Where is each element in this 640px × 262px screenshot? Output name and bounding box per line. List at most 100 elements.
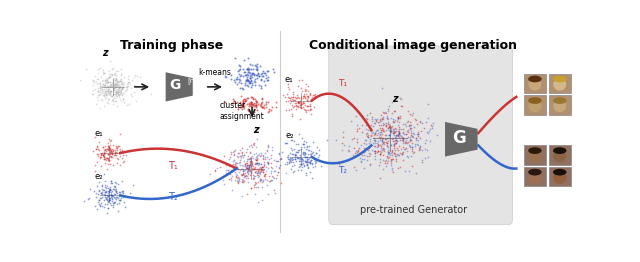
Point	[237, 151, 248, 155]
Point	[253, 180, 263, 184]
Point	[129, 83, 139, 88]
Point	[373, 139, 383, 143]
Point	[236, 64, 246, 68]
Point	[405, 144, 415, 148]
Point	[126, 92, 136, 97]
Point	[107, 98, 117, 102]
Point	[230, 170, 241, 174]
Point	[376, 128, 386, 132]
Point	[243, 68, 253, 72]
Point	[100, 83, 111, 87]
Point	[276, 156, 286, 160]
Point	[101, 92, 111, 96]
Point	[310, 92, 320, 96]
Point	[379, 149, 389, 153]
Point	[299, 107, 309, 111]
Point	[238, 67, 248, 71]
Point	[237, 179, 248, 183]
Point	[111, 187, 122, 191]
Point	[252, 161, 262, 166]
Point	[413, 130, 423, 134]
Point	[300, 86, 310, 91]
Point	[394, 144, 404, 148]
Point	[237, 99, 248, 103]
Point	[239, 99, 250, 103]
Point	[371, 118, 381, 122]
Point	[396, 97, 406, 101]
Point	[351, 149, 361, 154]
Point	[103, 200, 113, 204]
Point	[259, 178, 269, 182]
Point	[95, 90, 106, 94]
Point	[93, 93, 103, 97]
Point	[92, 147, 102, 151]
Point	[102, 195, 112, 199]
Point	[307, 162, 317, 166]
Point	[344, 144, 354, 148]
Point	[109, 192, 119, 196]
Point	[406, 133, 416, 137]
Point	[404, 123, 415, 127]
Point	[103, 101, 113, 105]
Point	[118, 85, 128, 89]
Point	[101, 156, 111, 160]
Point	[112, 103, 122, 108]
Point	[250, 165, 260, 169]
Point	[303, 103, 313, 108]
Point	[300, 94, 310, 98]
Point	[119, 75, 129, 79]
Point	[100, 96, 111, 100]
Point	[252, 154, 262, 158]
Point	[239, 104, 249, 108]
Point	[103, 186, 113, 190]
Point	[243, 70, 253, 74]
Point	[263, 110, 273, 114]
Point	[95, 155, 106, 159]
Point	[102, 206, 113, 210]
Point	[266, 108, 276, 112]
Point	[239, 168, 249, 172]
Point	[263, 75, 273, 79]
Point	[102, 89, 113, 93]
Point	[308, 150, 318, 154]
Point	[386, 143, 396, 147]
Text: k-means: k-means	[198, 68, 231, 77]
Bar	[549, 95, 571, 114]
Point	[322, 138, 332, 142]
Point	[255, 177, 266, 181]
Point	[396, 133, 406, 138]
Point	[408, 131, 418, 135]
Point	[296, 101, 306, 105]
Point	[112, 83, 122, 87]
Point	[236, 194, 246, 198]
Point	[106, 190, 116, 194]
Point	[266, 161, 276, 165]
Point	[250, 167, 260, 171]
Point	[229, 166, 239, 170]
Point	[115, 79, 125, 83]
Point	[384, 151, 394, 155]
Point	[357, 129, 367, 134]
Point	[423, 131, 433, 135]
Point	[106, 199, 116, 203]
Point	[118, 83, 128, 87]
Point	[298, 142, 308, 146]
Point	[115, 67, 125, 72]
Point	[102, 144, 113, 148]
Point	[423, 155, 433, 159]
Point	[384, 125, 394, 129]
Point	[359, 141, 369, 145]
Point	[252, 65, 262, 69]
Point	[113, 144, 123, 148]
Point	[284, 101, 294, 105]
Point	[378, 121, 388, 125]
Point	[378, 140, 388, 145]
Point	[291, 141, 301, 146]
Point	[353, 127, 363, 132]
Point	[298, 96, 308, 101]
Point	[303, 165, 314, 169]
Point	[276, 157, 286, 162]
Point	[361, 127, 371, 131]
Point	[300, 108, 310, 112]
Point	[113, 83, 124, 87]
